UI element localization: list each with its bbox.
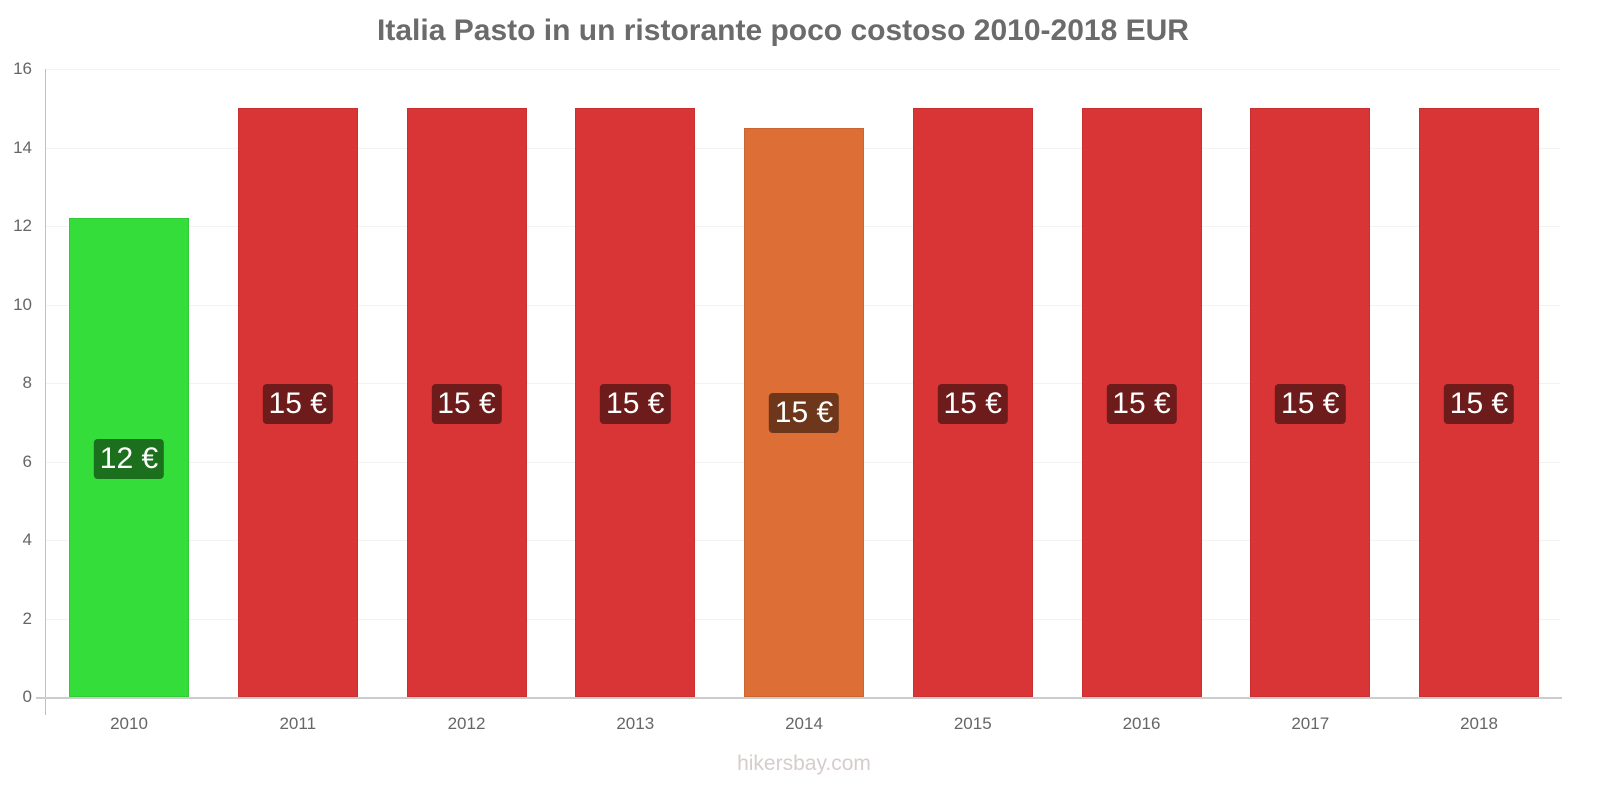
data-label: 15 €	[431, 383, 502, 424]
x-tick-label: 2011	[279, 714, 317, 733]
data-label: 15 €	[1275, 383, 1346, 424]
x-tick-label: 2010	[110, 714, 148, 733]
y-tick-label: 4	[22, 530, 32, 549]
data-label: 15 €	[600, 383, 671, 424]
y-tick-label: 0	[22, 687, 32, 706]
x-tick-label: 2016	[1122, 714, 1161, 733]
watermark: hikersbay.com	[737, 752, 871, 775]
y-tick-label: 10	[13, 294, 32, 314]
gridline	[46, 69, 1560, 70]
y-tick-label: 8	[22, 373, 32, 392]
x-tick-label: 2015	[953, 714, 992, 733]
y-tick-label: 12	[13, 216, 32, 235]
data-label: 12 €	[93, 438, 165, 479]
y-tick-label: 6	[22, 451, 32, 471]
x-axis-line	[36, 697, 1562, 699]
chart-title: Italia Pasto in un ristorante poco costo…	[377, 14, 1189, 47]
x-tick-label: 2012	[447, 714, 486, 733]
x-tick-label: 2017	[1291, 714, 1330, 733]
x-tick-label: 2013	[616, 714, 655, 733]
data-label: 15 €	[262, 383, 333, 424]
y-axis-line	[45, 69, 46, 715]
y-tick-label: 16	[13, 59, 32, 78]
y-tick-label: 2	[22, 608, 32, 628]
data-label: 15 €	[937, 383, 1008, 424]
x-tick-label: 2018	[1460, 714, 1498, 733]
y-tick-label: 14	[13, 137, 32, 157]
x-tick-label: 2014	[785, 714, 823, 733]
data-label: 15 €	[1106, 383, 1177, 424]
data-label: 15 €	[1443, 383, 1515, 424]
data-label: 15 €	[768, 393, 840, 434]
